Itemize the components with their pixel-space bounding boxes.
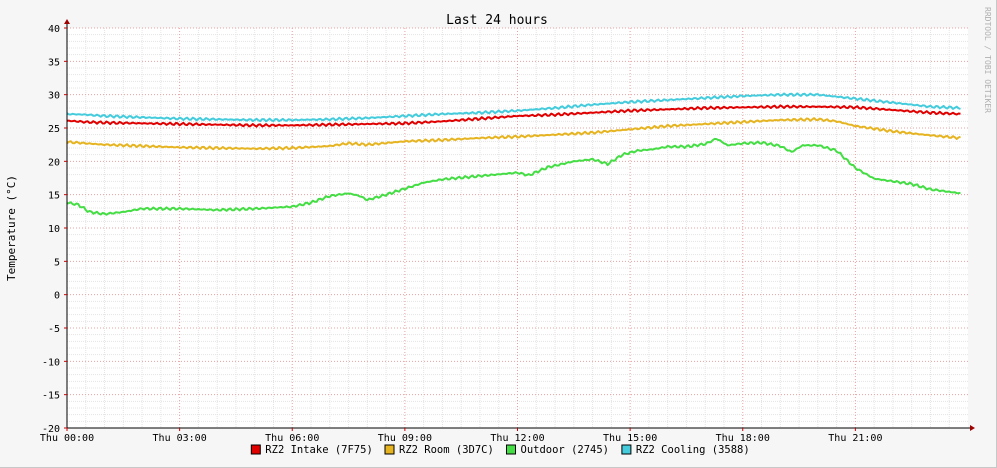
- y-tick-label: 35: [48, 57, 60, 68]
- legend: RZ2 Intake (7F75) RZ2 Room (3D7C) Outdoor …: [250, 444, 750, 456]
- axes: [64, 19, 975, 431]
- chart-title: Last 24 hours: [446, 13, 548, 28]
- y-tick-label: 15: [48, 191, 60, 202]
- series-line-0: [66, 104, 961, 128]
- series-line-1: [66, 117, 961, 151]
- y-tick-label: 10: [48, 224, 60, 235]
- legend-swatch: [250, 444, 261, 455]
- series-line-3: [66, 92, 961, 123]
- y-tick-label: 0: [54, 291, 60, 302]
- x-axis-arrow-icon: [970, 425, 975, 431]
- y-tick-label: -15: [42, 391, 60, 402]
- legend-label: RZ2 Cooling (3588): [636, 444, 750, 456]
- y-tick-label: 5: [54, 257, 60, 268]
- legend-label: Outdoor (2745): [521, 444, 610, 456]
- y-tick-label: 30: [48, 91, 60, 102]
- x-tick-label: Thu 03:00: [153, 433, 207, 444]
- y-tick-label: 40: [48, 24, 60, 35]
- x-tick-label: Thu 15:00: [603, 433, 657, 444]
- grid: [66, 27, 968, 429]
- y-tick-label: 20: [48, 157, 60, 168]
- x-tick-labels: Thu 00:00 Thu 03:00 Thu 06:00 Thu 09:00 Thu …: [40, 433, 883, 444]
- y-axis-label: Temperature (°C): [5, 175, 18, 281]
- legend-swatch: [621, 444, 632, 455]
- legend-swatch: [506, 444, 516, 455]
- x-tick-label: Thu 09:00: [378, 433, 432, 444]
- legend-label: RZ2 Room (3D7C): [399, 444, 494, 456]
- series-lines: [66, 92, 961, 216]
- x-tick-label: Thu 12:00: [490, 433, 544, 444]
- legend-swatch: [384, 444, 395, 455]
- y-tick-label: -5: [48, 324, 60, 335]
- x-tick-label: Thu 00:00: [40, 433, 94, 444]
- x-tick-label: Thu 06:00: [265, 433, 319, 444]
- x-tick-label: Thu 18:00: [716, 433, 770, 444]
- rrdtool-watermark: RRDTOOL / TOBI OETIKER: [983, 7, 992, 113]
- x-tick-label: Thu 21:00: [828, 433, 882, 444]
- y-tick-labels: -20 -15 -10 -5 0 5 10 15 20 25 30 35 40: [42, 24, 60, 435]
- legend-label: RZ2 Intake (7F75): [265, 444, 372, 456]
- y-tick-label: -20: [42, 424, 60, 435]
- y-axis-arrow-icon: [64, 19, 70, 24]
- y-tick-label: 25: [48, 124, 60, 135]
- series-line-2: [66, 137, 961, 216]
- y-tick-label: -10: [42, 357, 60, 368]
